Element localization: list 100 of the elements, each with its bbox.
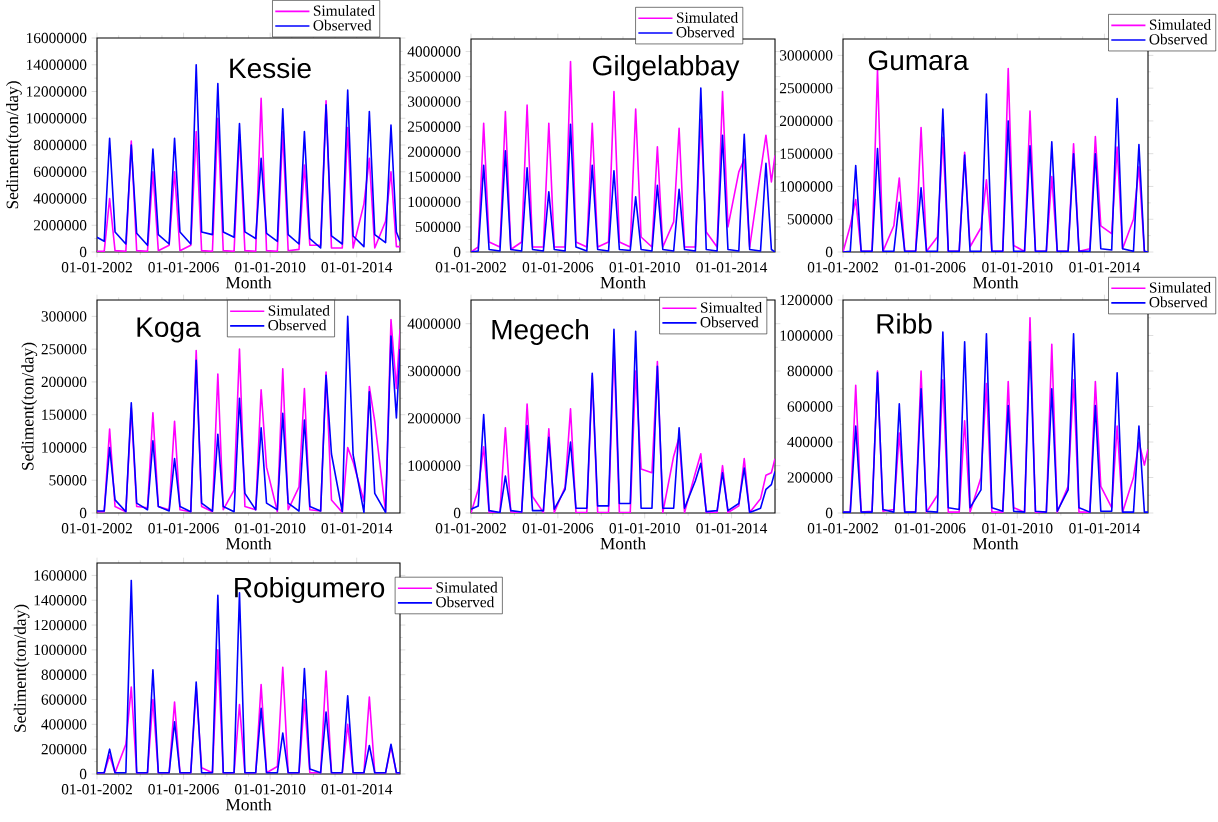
y-tick-label: 50000 bbox=[49, 475, 87, 486]
text: Observed bbox=[1149, 296, 1208, 308]
y-tick-label: 2500000 bbox=[779, 83, 833, 94]
y-tick-label: 250000 bbox=[41, 344, 87, 355]
y-tick-label: 2000000 bbox=[779, 115, 833, 127]
legend-label: Simulated bbox=[436, 581, 498, 593]
y-tick-label: 600000 bbox=[787, 401, 833, 412]
y-tick-label: 1500000 bbox=[780, 148, 833, 159]
y-tick-label: 3000000 bbox=[780, 50, 833, 61]
line-series bbox=[97, 579, 400, 774]
y-tick-label: 1000000 bbox=[780, 181, 833, 192]
x-tick-label: 01-01-2006 bbox=[148, 784, 219, 795]
x-tick-label: 01-01-2010 bbox=[609, 262, 680, 273]
y-tick-label: 10000000 bbox=[26, 113, 87, 124]
y-tick-label: 3000000 bbox=[408, 365, 461, 377]
y-tick-label: 0 bbox=[825, 246, 833, 258]
x-tick-label: 01-01-2010 bbox=[234, 523, 306, 534]
y-tick-label: 0 bbox=[79, 768, 87, 780]
y-tick-label: 1000000 bbox=[780, 330, 833, 341]
x-tick-label: 01-01-2014 bbox=[321, 262, 393, 273]
x-tick-label: 01-01-2014 bbox=[696, 523, 768, 534]
y-tick-label: 200000 bbox=[787, 472, 833, 483]
x-axis-title: Month bbox=[972, 276, 1019, 289]
legend-label: Observed bbox=[313, 19, 372, 31]
legend-label: Observed bbox=[1149, 33, 1208, 45]
y-tick-label: 2000000 bbox=[33, 220, 87, 231]
chart-title: Robigumero bbox=[235, 576, 385, 604]
x-tick-label: 01-01-2002 bbox=[61, 523, 132, 534]
legend-label: Observed bbox=[700, 316, 759, 328]
x-tick-label: 01-01-2006 bbox=[522, 262, 594, 273]
y-tick-label: 1000000 bbox=[408, 196, 461, 208]
y-tick-label: 600000 bbox=[41, 694, 87, 705]
y-tick-label: 4000000 bbox=[33, 193, 87, 204]
y-tick-label: 0 bbox=[453, 507, 461, 519]
y-tick-label: 1500000 bbox=[408, 171, 461, 182]
x-axis-title: Month bbox=[972, 537, 1019, 550]
y-tick-label: 100000 bbox=[42, 442, 87, 453]
x-tick-label: 01-01-2014 bbox=[1069, 262, 1140, 273]
y-tick-label: 12000000 bbox=[26, 86, 87, 97]
legend-label: Simulated bbox=[1149, 281, 1211, 293]
y-tick-label: 1400000 bbox=[34, 595, 87, 606]
x-tick-label: 01-01-2006 bbox=[894, 523, 966, 534]
x-tick-label: 01-01-2006 bbox=[894, 262, 966, 273]
x-tick-label: 01-01-2010 bbox=[609, 523, 680, 534]
x-tick-label: 01-01-2014 bbox=[321, 784, 393, 795]
y-tick-label: 16000000 bbox=[26, 32, 87, 44]
y-tick-label: 4000000 bbox=[407, 46, 461, 57]
x-axis-title: Month bbox=[600, 537, 646, 550]
y-tick-label: 1600000 bbox=[34, 570, 87, 581]
legend-label: Observed bbox=[676, 26, 735, 38]
legend-label: Simulated bbox=[1149, 19, 1211, 30]
text: Megech bbox=[492, 318, 588, 346]
y-tick-label: 200000 bbox=[41, 376, 87, 388]
y-tick-label: 0 bbox=[453, 246, 461, 258]
x-tick-label: 01-01-2010 bbox=[234, 784, 306, 795]
legend-label: Simulated bbox=[268, 304, 330, 316]
x-tick-label: 01-01-2010 bbox=[234, 262, 306, 273]
y-tick-label: 500000 bbox=[787, 214, 833, 225]
x-axis-title: Month bbox=[225, 276, 272, 289]
y-tick-label: 1200000 bbox=[780, 294, 833, 306]
legend-label: Simualted bbox=[701, 301, 762, 313]
x-tick-label: 01-01-2002 bbox=[61, 262, 132, 273]
x-tick-label: 01-01-2002 bbox=[435, 523, 506, 534]
y-tick-label: 200000 bbox=[41, 744, 87, 755]
y-tick-label: 0 bbox=[79, 507, 87, 519]
y-tick-label: 14000000 bbox=[26, 59, 87, 70]
x-tick-label: 01-01-2014 bbox=[696, 262, 768, 273]
x-tick-label: 01-01-2002 bbox=[61, 784, 132, 795]
y-axis-title: Sediment(ton/day) bbox=[13, 604, 30, 732]
y-tick-label: 1200000 bbox=[34, 619, 87, 631]
y-tick-label: 2500000 bbox=[407, 121, 461, 132]
y-tick-label: 800000 bbox=[787, 365, 833, 377]
chart-title: Gumara bbox=[868, 50, 969, 71]
y-tick-label: 4000000 bbox=[407, 318, 461, 329]
x-tick-label: 01-01-2014 bbox=[321, 523, 393, 534]
y-tick-label: 0 bbox=[825, 507, 833, 519]
x-tick-label: 01-01-2014 bbox=[1069, 523, 1140, 534]
x-tick-label: 01-01-2010 bbox=[982, 523, 1053, 534]
legend-label: Observed bbox=[268, 319, 327, 331]
y-tick-label: 800000 bbox=[41, 669, 87, 680]
x-tick-label: 01-01-2002 bbox=[807, 523, 878, 534]
x-axis-title: Month bbox=[225, 537, 272, 550]
x-tick-label: 01-01-2006 bbox=[148, 523, 219, 534]
y-tick-label: 400000 bbox=[41, 719, 87, 730]
x-tick-label: 01-01-2006 bbox=[522, 523, 594, 534]
y-tick-label: 3000000 bbox=[408, 96, 461, 107]
y-tick-label: 300000 bbox=[41, 311, 87, 322]
x-tick-label: 01-01-2002 bbox=[807, 262, 878, 273]
x-axis-title: Month bbox=[225, 798, 272, 811]
y-tick-label: 400000 bbox=[787, 436, 833, 448]
text: Kessie bbox=[230, 57, 311, 79]
y-tick-label: 150000 bbox=[42, 409, 87, 420]
y-tick-label: 2000000 bbox=[407, 413, 461, 424]
legend-label: Simulated bbox=[313, 5, 375, 16]
y-axis-title: Sediment(ton/day) bbox=[6, 81, 22, 209]
x-axis-title: Month bbox=[600, 276, 646, 289]
y-tick-label: 500000 bbox=[415, 221, 461, 233]
y-tick-label: 3500000 bbox=[408, 71, 461, 82]
y-tick-label: 2000000 bbox=[407, 146, 461, 157]
chart-title: Ribb bbox=[877, 313, 932, 334]
